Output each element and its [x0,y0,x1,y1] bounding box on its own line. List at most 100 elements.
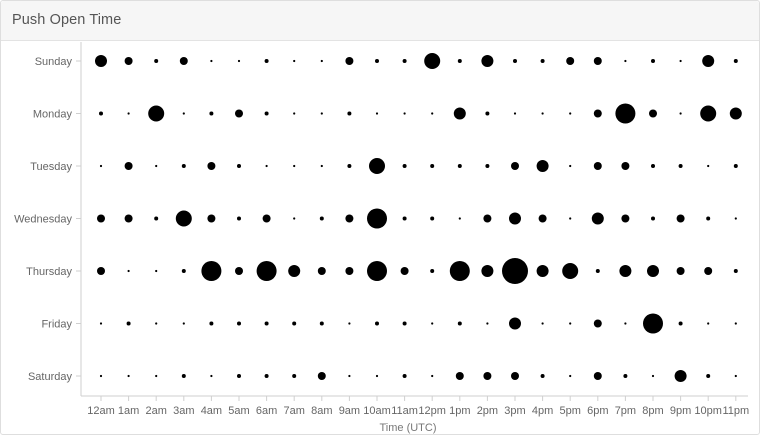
data-dot [402,59,407,63]
data-dot [99,322,103,325]
data-dot [375,321,379,326]
data-dot [619,265,632,277]
data-dot [237,321,241,326]
data-dot [647,265,659,277]
data-dot [292,321,297,326]
data-dot [148,105,165,122]
data-dot [569,322,572,325]
data-dot [481,265,494,277]
x-axis-title: Time (UTC) [379,422,436,434]
data-dot [124,57,133,65]
data-dot [264,111,269,116]
data-dot [706,374,711,378]
data-dot [347,164,352,168]
data-dot [348,374,351,378]
y-tick-label: Friday [41,319,72,331]
x-tick-label: 3am [173,405,194,417]
data-dot [179,57,188,65]
x-tick-label: 7pm [615,405,636,417]
data-dot [733,269,738,273]
data-dot [293,164,296,168]
data-dot [264,374,269,378]
data-dot [449,261,470,281]
data-dot [536,160,549,172]
y-axis-labels: Sunday Monday Tuesday Wednesday Thursday Frid… [14,56,72,383]
data-dot [430,164,435,168]
data-dot [320,112,323,115]
data-dot [623,374,628,378]
data-dot [431,112,434,115]
data-dot [345,267,354,275]
data-dot [175,210,192,227]
data-dot [643,313,663,334]
data-dot [430,269,435,273]
data-dot [700,105,717,122]
data-dot [154,59,159,63]
x-tick-label: 1pm [449,405,470,417]
data-dot [678,321,683,326]
x-tick-label: 2pm [477,405,498,417]
data-dot [181,164,186,168]
data-dot [541,322,544,325]
data-dot [651,374,655,378]
data-dot [319,216,324,221]
data-dot [679,112,682,115]
data-dot [262,214,271,223]
data-dot [593,109,602,118]
x-tick-label: 9pm [670,405,691,417]
data-dot [734,217,737,220]
chart-dots [95,53,742,382]
data-dot [126,321,131,326]
card-title: Push Open Time [12,12,122,28]
data-dot [182,112,185,115]
data-dot [706,216,711,221]
data-dot [513,112,517,115]
data-dot [288,265,301,277]
data-dot [127,112,130,115]
data-dot [99,374,103,378]
data-dot [210,59,213,63]
x-tick-label: 11pm [722,405,749,417]
data-dot [293,217,296,220]
data-dot [649,109,657,118]
data-dot [569,217,572,220]
data-dot [265,164,268,168]
data-dot [235,267,243,275]
x-tick-label: 1am [118,405,139,417]
data-dot [237,374,241,378]
data-dot [569,164,572,168]
data-dot [509,317,521,330]
data-dot [651,216,655,221]
data-dot [457,59,462,63]
data-dot [402,321,407,326]
data-dot [155,269,158,273]
data-dot [591,212,604,225]
data-dot [593,57,602,65]
data-dot [127,269,130,273]
data-dot [566,57,575,65]
data-dot [345,57,354,65]
data-dot [511,162,519,170]
data-dot [733,164,738,168]
x-tick-label: 9am [339,405,360,417]
data-dot [457,321,462,326]
data-dot [453,107,466,120]
chart-axes [76,42,748,401]
data-dot [400,267,409,275]
data-dot [562,263,579,279]
data-dot [154,216,159,221]
data-dot [651,59,655,63]
data-dot [97,214,105,223]
data-dot [457,164,462,168]
data-dot [317,372,326,380]
data-dot [155,164,158,168]
card-header: Push Open Time [1,1,759,41]
data-dot [707,164,710,168]
data-dot [235,109,243,118]
x-tick-label: 11am [391,405,418,417]
data-dot [615,103,636,124]
data-dot [624,59,627,63]
data-dot [209,321,214,326]
x-tick-label: 6pm [587,405,608,417]
data-dot [595,269,600,273]
